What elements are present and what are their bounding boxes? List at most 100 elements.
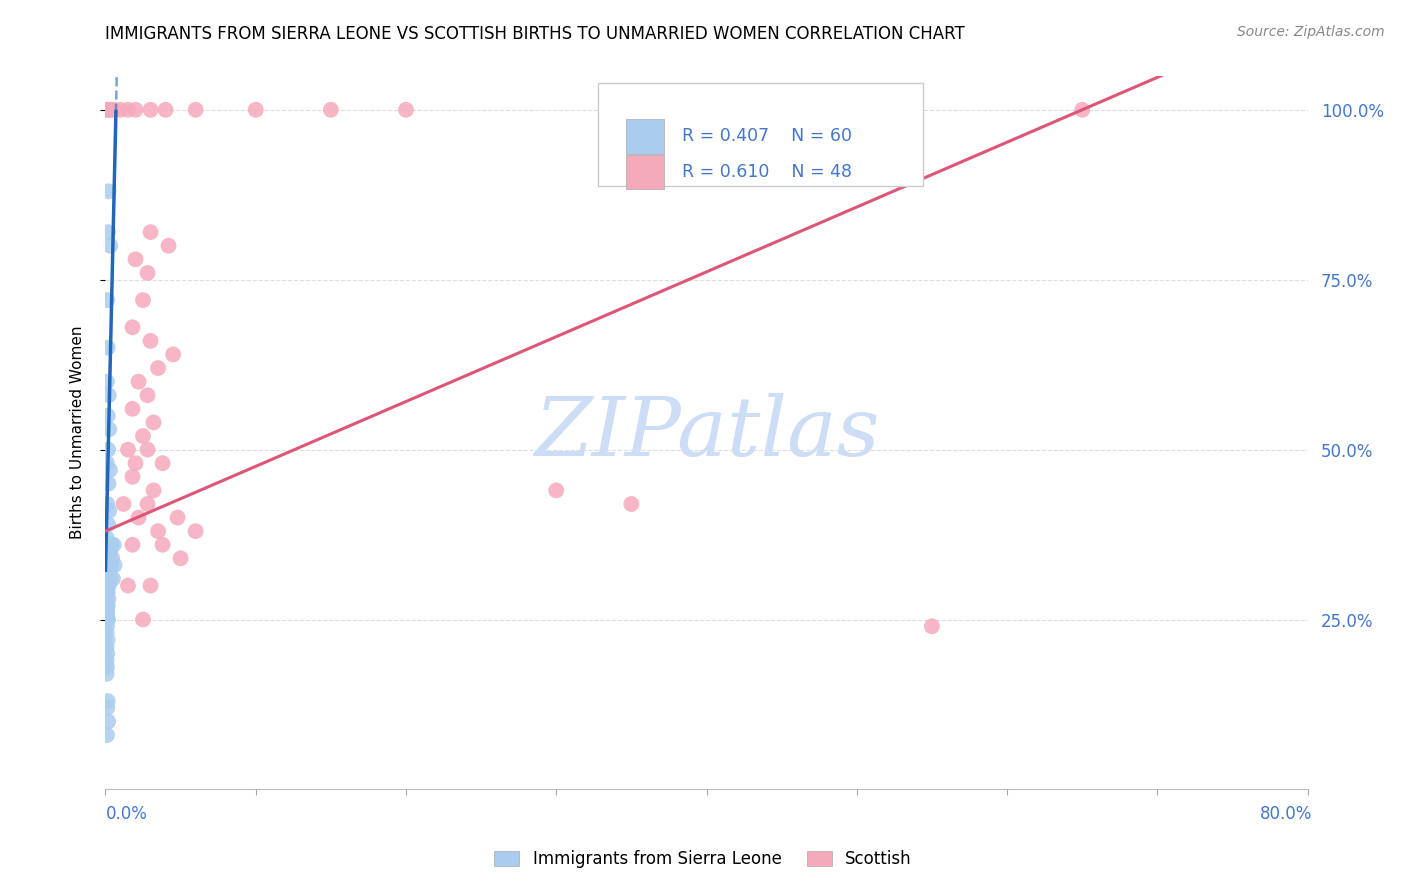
Point: [103, 538, 125, 552]
Point: [96, 572, 118, 586]
Point: [96, 647, 118, 661]
Point: [124, 456, 146, 470]
Y-axis label: Births to Unmarried Women: Births to Unmarried Women: [70, 326, 84, 540]
Point: [100, 103, 122, 117]
Point: [98, 572, 121, 586]
Point: [101, 572, 124, 586]
Point: [146, 524, 169, 538]
Point: [546, 483, 568, 498]
Point: [132, 613, 155, 627]
Point: [96, 103, 118, 117]
Point: [132, 429, 155, 443]
Point: [96, 606, 118, 620]
Point: [96, 606, 118, 620]
Point: [162, 347, 184, 361]
Point: [96, 701, 118, 715]
Point: [142, 416, 165, 430]
Point: [96, 592, 118, 607]
Point: [139, 103, 162, 117]
Point: [124, 103, 146, 117]
Point: [97, 613, 120, 627]
FancyBboxPatch shape: [626, 155, 665, 189]
Point: [97, 599, 120, 613]
Point: [121, 538, 143, 552]
Point: [101, 551, 124, 566]
Point: [97, 592, 120, 607]
Point: [152, 456, 174, 470]
Legend: Immigrants from Sierra Leone, Scottish: Immigrants from Sierra Leone, Scottish: [488, 844, 918, 875]
Point: [97, 572, 120, 586]
Point: [96, 599, 118, 613]
Point: [128, 510, 150, 524]
Point: [97, 185, 120, 199]
Point: [169, 551, 191, 566]
Text: R = 0.610    N = 48: R = 0.610 N = 48: [682, 163, 852, 181]
Point: [139, 334, 162, 348]
Point: [132, 293, 155, 307]
Point: [110, 103, 132, 117]
Point: [98, 238, 121, 252]
Point: [620, 103, 643, 117]
Point: [136, 388, 159, 402]
Point: [142, 483, 165, 498]
Point: [1071, 103, 1094, 117]
Point: [96, 578, 118, 592]
Point: [96, 640, 118, 654]
Point: [136, 442, 159, 457]
Point: [96, 375, 118, 389]
FancyBboxPatch shape: [599, 83, 922, 186]
Point: [136, 266, 159, 280]
Point: [112, 497, 135, 511]
Point: [96, 565, 118, 579]
Point: [96, 619, 118, 633]
Point: [97, 517, 120, 532]
Text: IMMIGRANTS FROM SIERRA LEONE VS SCOTTISH BIRTHS TO UNMARRIED WOMEN CORRELATION C: IMMIGRANTS FROM SIERRA LEONE VS SCOTTISH…: [105, 25, 965, 43]
Text: R = 0.407    N = 60: R = 0.407 N = 60: [682, 128, 852, 145]
Point: [97, 442, 120, 457]
Point: [155, 103, 177, 117]
Point: [117, 103, 139, 117]
Point: [96, 551, 118, 566]
Point: [96, 456, 118, 470]
Point: [96, 103, 118, 117]
Point: [128, 375, 150, 389]
Point: [124, 252, 146, 267]
Point: [97, 585, 120, 599]
Point: [97, 632, 120, 647]
Point: [103, 558, 125, 573]
Point: [121, 470, 143, 484]
Point: [97, 341, 120, 355]
Point: [100, 558, 122, 573]
Point: [96, 585, 118, 599]
Point: [98, 103, 121, 117]
Point: [146, 361, 169, 376]
Point: [139, 578, 162, 592]
FancyBboxPatch shape: [626, 120, 665, 153]
Point: [97, 388, 120, 402]
Point: [136, 497, 159, 511]
Point: [96, 497, 118, 511]
Point: [96, 293, 118, 307]
Text: ZIPatlas: ZIPatlas: [534, 392, 879, 473]
Point: [395, 103, 418, 117]
Point: [245, 103, 267, 117]
Point: [100, 538, 122, 552]
Point: [97, 578, 120, 592]
Point: [166, 510, 188, 524]
Text: 0.0%: 0.0%: [105, 805, 148, 823]
Point: [121, 401, 143, 416]
Point: [121, 320, 143, 334]
Point: [96, 626, 118, 640]
Point: [96, 653, 118, 667]
Point: [319, 103, 342, 117]
Point: [98, 463, 121, 477]
Point: [97, 694, 120, 708]
Point: [620, 497, 643, 511]
Point: [97, 409, 120, 423]
Point: [117, 442, 139, 457]
Point: [98, 544, 121, 558]
Point: [184, 103, 207, 117]
Point: [96, 531, 118, 545]
Point: [96, 660, 118, 674]
Point: [97, 476, 120, 491]
